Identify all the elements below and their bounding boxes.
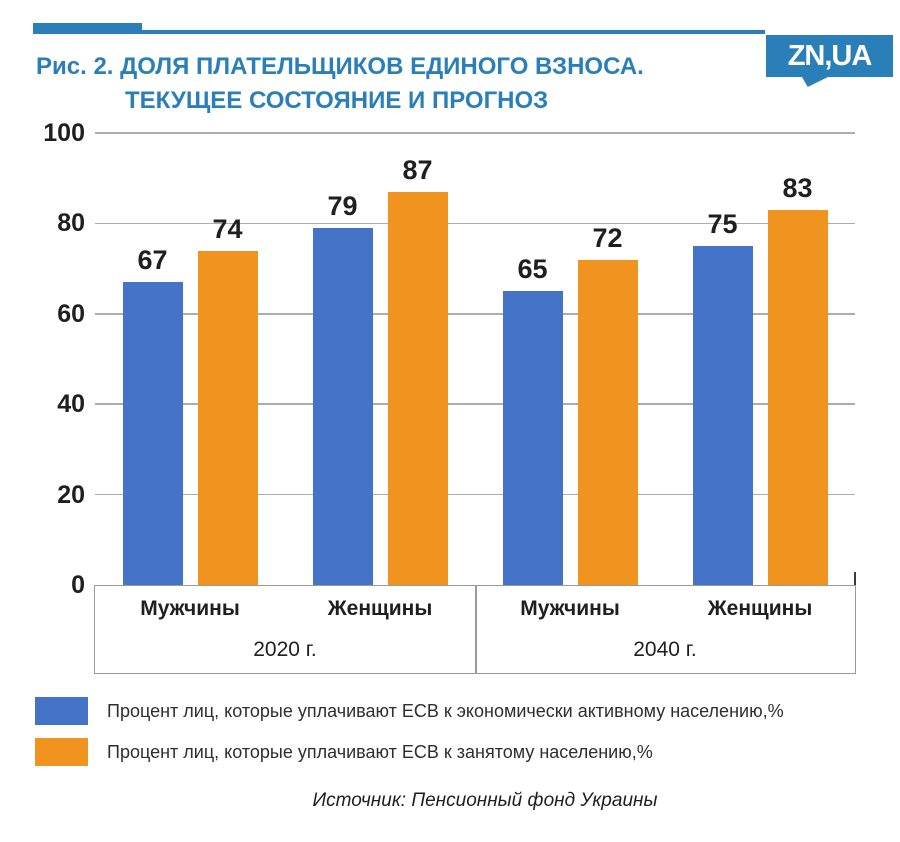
x-axis-end-tick — [854, 572, 856, 585]
header-accent-bar-thick — [33, 23, 142, 34]
bar-value-label: 74 — [212, 213, 243, 244]
y-tick-label-40: 40 — [57, 390, 85, 419]
y-tick-label-100: 100 — [43, 119, 85, 147]
bar-value-label: 65 — [517, 254, 548, 285]
category-label: Мужчины — [520, 597, 620, 620]
category-label: Женщины — [327, 597, 433, 620]
header-accent-bar-thin — [142, 30, 765, 34]
gridline-100 — [95, 132, 855, 134]
bar-series2-group3 — [577, 259, 638, 585]
y-tick-label-20: 20 — [57, 480, 85, 509]
gridline-60 — [95, 313, 855, 315]
legend-label-2: Процент лиц, которые уплачивают ЕСВ к за… — [107, 742, 653, 762]
legend-swatch-1 — [35, 697, 88, 725]
gridline-20 — [95, 493, 855, 496]
legend-item-2: Процент лиц, которые уплачивают ЕСВ к за… — [35, 738, 784, 766]
gridline-40 — [95, 403, 855, 405]
bar-value-label: 79 — [327, 190, 358, 221]
bar-series2-group4 — [767, 209, 828, 585]
category-label: Женщины — [707, 597, 813, 620]
legend-item-1: Процент лиц, которые уплачивают ЕСВ к эк… — [35, 697, 784, 725]
bar-series2-group2 — [387, 191, 448, 585]
znua-logo: ZN,UA — [766, 35, 893, 87]
bar-value-label: 75 — [707, 209, 738, 239]
source-note: Источник: Пенсионный фонд Украины — [312, 790, 658, 811]
category-group-divider — [475, 585, 477, 674]
chart-legend: Процент лиц, которые уплачивают ЕСВ к эк… — [35, 697, 784, 766]
legend-label-1: Процент лиц, которые уплачивают ЕСВ к эк… — [107, 701, 784, 721]
znua-logo-text: ZN,UA — [787, 39, 873, 72]
znua-logo-tail — [802, 77, 828, 87]
bar-value-label: 72 — [592, 222, 623, 253]
year-group-label: 2040 г. — [633, 638, 697, 661]
y-tick-label-80: 80 — [57, 209, 85, 238]
chart-title: Рис. 2. ДОЛЯ ПЛАТЕЛЬЩИКОВ ЕДИНОГО ВЗНОСА… — [36, 50, 756, 118]
bar-series1-group1 — [122, 282, 183, 585]
year-group-label: 2020 г. — [253, 638, 317, 661]
y-tick-label-60: 60 — [57, 299, 85, 328]
bar-series1-group4 — [692, 246, 753, 585]
bar-series1-group2 — [312, 227, 373, 585]
legend-swatch-2 — [35, 738, 88, 766]
bar-value-label: 87 — [402, 154, 433, 185]
bar-value-label: 83 — [782, 172, 813, 203]
gridline-80 — [95, 222, 855, 225]
chart-title-line1: Рис. 2. ДОЛЯ ПЛАТЕЛЬЩИКОВ ЕДИНОГО ВЗНОСА… — [36, 53, 644, 80]
chart-title-line2: ТЕКУЩЕЕ СОСТОЯНИЕ И ПРОГНОЗ — [125, 87, 549, 114]
bar-series2-group1 — [197, 250, 258, 585]
y-tick-label-0: 0 — [71, 571, 85, 599]
bar-value-label: 67 — [137, 245, 168, 276]
bar-chart: 0 20 40 60 80 100 67 79 65 75 74 87 72 83 Мужчины Женщи… — [43, 119, 856, 674]
category-label: Мужчины — [140, 597, 240, 620]
bar-series1-group3 — [502, 291, 563, 585]
